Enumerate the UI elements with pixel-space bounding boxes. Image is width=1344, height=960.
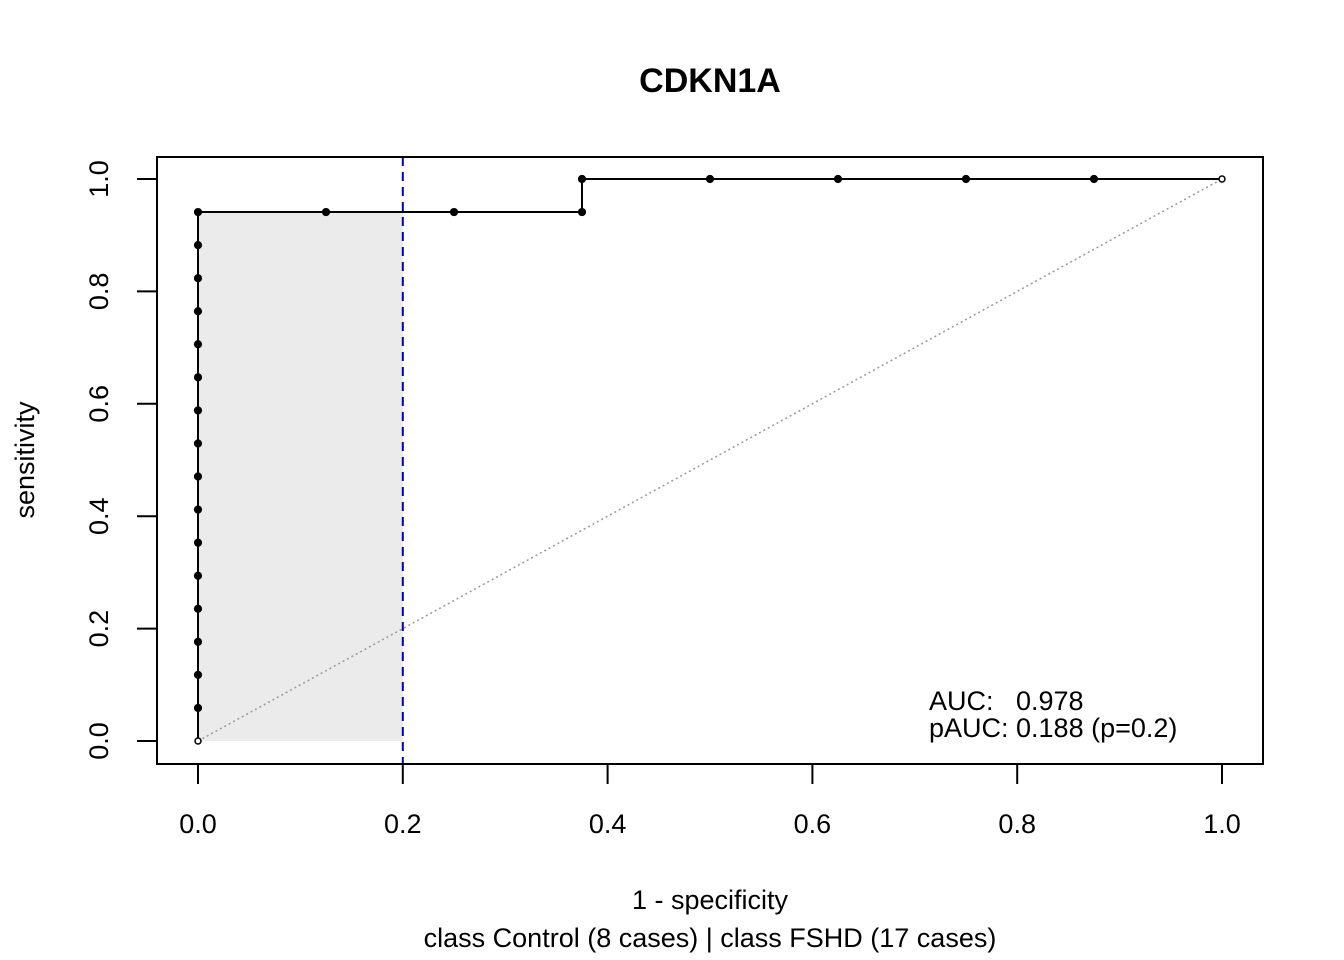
pauc-annotation: pAUC: 0.188 (p=0.2): [929, 713, 1177, 743]
chart-title: CDKN1A: [639, 62, 781, 100]
x-tick-label: 0.6: [794, 809, 832, 839]
roc-point: [193, 406, 203, 415]
roc-curve-line: [197, 178, 1222, 741]
y-tick-label: 1.0: [84, 160, 114, 198]
y-axis-label: sensitivity: [10, 401, 40, 519]
y-tick-label: 0.0: [84, 722, 114, 760]
y-tick-label: 0.2: [84, 610, 114, 648]
y-tick-label: 0.6: [84, 385, 114, 423]
x-axis-label: 1 - specificity: [632, 885, 789, 915]
roc-point: [833, 174, 843, 184]
roc-point: [705, 174, 715, 184]
roc-point: [193, 240, 203, 250]
auc-annotation: AUC: 0.978: [929, 686, 1084, 716]
x-tick-label: 1.0: [1203, 809, 1241, 839]
roc-point: [193, 307, 203, 316]
roc-point: [193, 703, 203, 713]
x-tick-label: 0.4: [589, 809, 627, 839]
roc-point: [193, 637, 203, 646]
roc-point: [193, 207, 203, 217]
roc-point: [449, 207, 459, 217]
plot-area: [193, 157, 1226, 764]
y-tick-label: 0.8: [84, 273, 114, 311]
roc-point: [1218, 175, 1226, 183]
roc-point: [1089, 174, 1099, 184]
partial-auc-region: [198, 212, 403, 741]
roc-point: [193, 472, 203, 481]
roc-point: [193, 505, 203, 514]
x-axis: 0.0 0.2 0.4 0.6 0.8 1.0: [179, 763, 1241, 839]
roc-point: [193, 439, 203, 448]
roc-point: [193, 538, 203, 547]
x-axis-sublabel: class Control (8 cases) | class FSHD (17…: [424, 923, 997, 953]
roc-point: [193, 670, 203, 680]
roc-point: [193, 340, 203, 349]
y-tick-label: 0.4: [84, 497, 114, 535]
roc-point: [577, 207, 587, 217]
roc-point: [577, 174, 587, 184]
roc-point: [193, 274, 203, 283]
y-axis: 0.0 0.2 0.4 0.6 0.8 1.0: [84, 160, 158, 760]
roc-point: [961, 174, 971, 184]
roc-point: [193, 571, 203, 580]
x-tick-label: 0.8: [998, 809, 1036, 839]
roc-point: [193, 373, 203, 382]
roc-point: [194, 737, 202, 745]
x-tick-label: 0.2: [384, 809, 422, 839]
roc-point: [193, 604, 203, 613]
roc-point: [321, 207, 331, 217]
x-tick-label: 0.0: [179, 809, 217, 839]
